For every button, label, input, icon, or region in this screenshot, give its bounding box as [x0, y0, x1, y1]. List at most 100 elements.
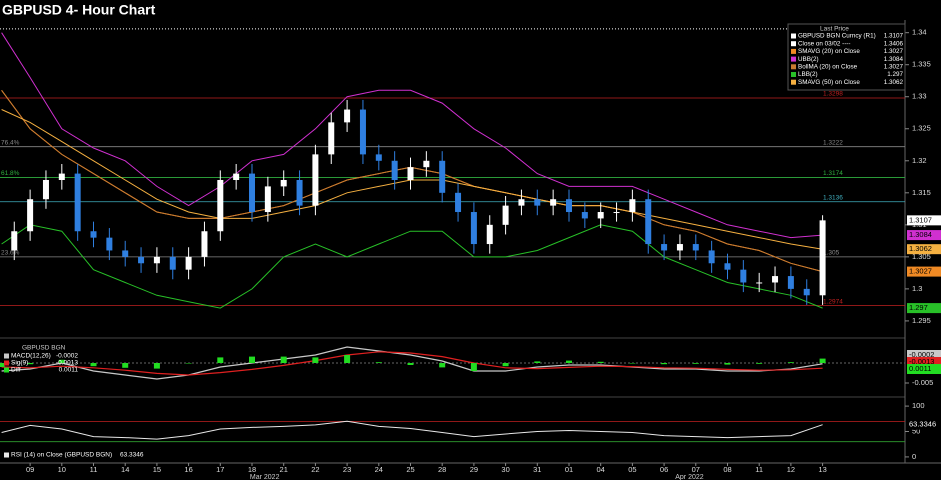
legend-value: 0.0011	[59, 367, 79, 374]
y-tick-label: 0	[912, 452, 916, 461]
value-badge	[907, 244, 941, 255]
candle-body	[676, 244, 683, 251]
value-badge-label: -0.0002	[909, 350, 934, 359]
candle-body	[375, 154, 382, 161]
legend-swatch	[791, 64, 796, 70]
value-badge-label: 1.3107	[909, 215, 932, 224]
legend-title: GBPUSD BGN	[22, 345, 66, 352]
candle-body	[787, 276, 794, 289]
diff-bar	[58, 359, 65, 363]
value-badge-label: 63.3346	[909, 420, 936, 429]
legend-value: 1.3027	[884, 48, 904, 55]
value-badge-label: 1.3027	[909, 267, 932, 276]
candle-body	[296, 180, 303, 206]
candle-body	[106, 237, 113, 251]
x-tick-label: 24	[375, 465, 383, 474]
month-label: Mar 2022	[250, 474, 280, 480]
value-badge-label: 1.3084	[909, 230, 932, 239]
value-badge	[907, 215, 941, 226]
diff-bar	[819, 358, 826, 363]
candle-body	[534, 199, 541, 206]
diff-bar	[312, 357, 319, 363]
candle-body	[439, 160, 446, 193]
legend-swatch	[791, 79, 796, 85]
legend-swatch	[4, 353, 9, 359]
x-tick-label: 28	[438, 465, 446, 474]
diff-bar	[90, 363, 97, 367]
legend-label: GBPUSD BGN Curncy (R1)	[798, 33, 876, 40]
value-badge	[907, 266, 941, 277]
candle-body	[423, 160, 430, 168]
legend-value: 1.3107	[884, 33, 904, 40]
x-tick-label: 15	[153, 465, 161, 474]
diff-bar	[692, 363, 699, 364]
diff-bar	[185, 363, 192, 364]
x-tick-label: 09	[26, 465, 34, 474]
value-badge-label: 0.0011	[909, 364, 931, 373]
level-label: 1.3174	[823, 170, 843, 177]
diff-bar	[756, 363, 763, 364]
candle-body	[724, 263, 731, 270]
candle-body	[407, 167, 414, 180]
legend-value: 1.3084	[884, 56, 904, 63]
legend-value: 1.3406	[884, 40, 904, 47]
candle-body	[486, 224, 493, 245]
candle-body	[629, 199, 636, 213]
value-badge	[907, 230, 941, 241]
legend-label: MACD(12,26)	[11, 353, 51, 360]
diff-bar	[122, 363, 129, 368]
diff-bar	[344, 355, 351, 363]
legend-label: SMAVG (20) on Close	[798, 48, 860, 55]
x-tick-label: 04	[597, 465, 605, 474]
candle-body	[27, 199, 34, 232]
legend-swatch	[791, 33, 796, 39]
y-tick-label: 1.34	[912, 28, 927, 37]
candle-body	[391, 160, 398, 180]
candle-body	[692, 244, 699, 251]
diff-bar	[565, 360, 572, 363]
legend-swatch	[4, 367, 9, 373]
candle-body	[581, 212, 588, 219]
candle-body	[708, 250, 715, 264]
y-tick-label: 1.335	[912, 60, 931, 69]
legend-swatch	[791, 56, 796, 62]
legend-value: 1.3027	[884, 63, 904, 70]
candle-body	[233, 173, 240, 180]
x-tick-label: 12	[787, 465, 795, 474]
legend-value: 1.3062	[884, 79, 904, 86]
level-left-label: 76.4%	[1, 139, 20, 146]
x-tick-label: 16	[184, 465, 192, 474]
legend-value: 63.3346	[120, 452, 144, 459]
legend-label: BollMA (20) on Close	[798, 63, 858, 70]
x-tick-label: 21	[280, 465, 288, 474]
y-tick-label: 1.305	[912, 252, 931, 261]
legend-swatch	[791, 72, 796, 77]
value-badge-label: -0.0013	[909, 357, 934, 366]
candle-body	[359, 109, 366, 155]
y-tick-label: 1.33	[912, 92, 927, 101]
value-badge	[907, 303, 941, 314]
diff-bar	[502, 363, 509, 367]
level-left-label: 23.6%	[1, 250, 20, 257]
level-label: 1.305	[823, 250, 840, 257]
diff-bar	[787, 362, 794, 363]
x-tick-label: 01	[565, 465, 573, 474]
chart-title: GBPUSD 4- Hour Chart	[2, 2, 156, 18]
candle-body	[280, 180, 287, 187]
y-tick-label: 1.315	[912, 188, 931, 197]
y-tick-label: 1.3	[912, 284, 922, 293]
candle-body	[42, 180, 49, 200]
y-tick-label: 50	[912, 426, 920, 435]
legend-value: -0.0002	[56, 353, 78, 360]
candle-body	[803, 288, 810, 296]
legend-box	[787, 23, 906, 91]
candle-body	[169, 256, 176, 270]
candle-body	[153, 256, 160, 264]
x-tick-label: 11	[755, 465, 763, 474]
candle-body	[502, 205, 509, 225]
y-tick-label: 1.295	[912, 316, 931, 325]
legend-title: Last Price	[820, 26, 849, 33]
x-tick-label: 18	[248, 465, 256, 474]
candle-body	[122, 250, 129, 257]
